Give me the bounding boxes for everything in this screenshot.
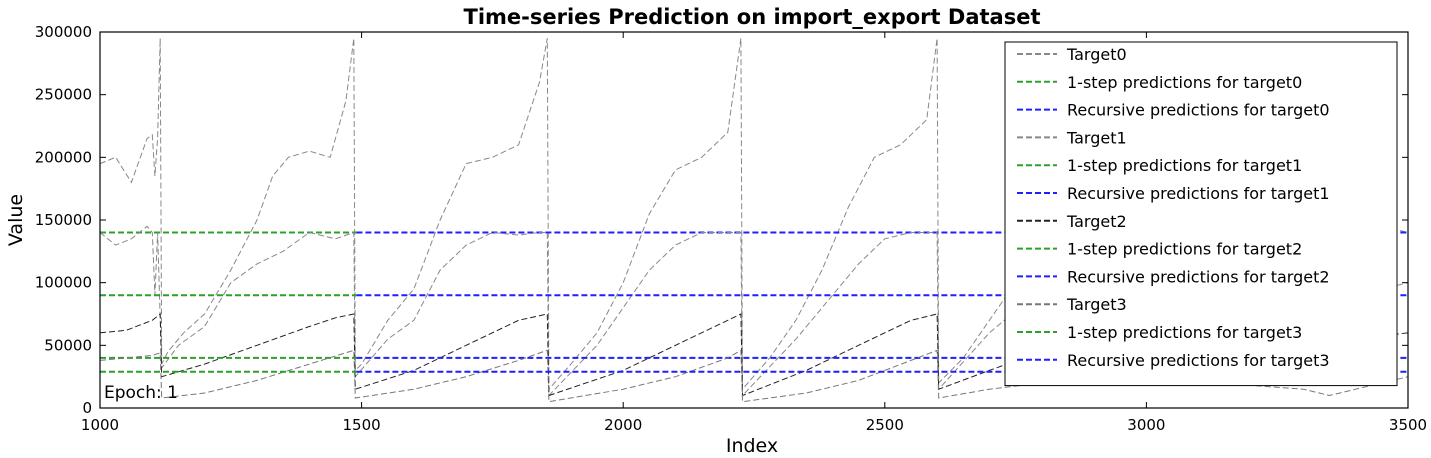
- legend-label: 1-step predictions for target2: [1067, 240, 1302, 259]
- legend-label: Target1: [1066, 128, 1127, 147]
- x-tick-label: 3000: [1127, 416, 1165, 434]
- legend-label: Recursive predictions for target2: [1067, 267, 1330, 286]
- y-tick-label: 0: [82, 399, 92, 417]
- y-tick-label: 100000: [35, 274, 92, 292]
- legend-label: Target2: [1066, 212, 1127, 231]
- y-axis-label: Value: [5, 194, 27, 246]
- legend-label: Recursive predictions for target0: [1067, 101, 1330, 120]
- x-tick-label: 1500: [343, 416, 381, 434]
- x-tick-label: 2000: [604, 416, 642, 434]
- legend-label: 1-step predictions for target1: [1067, 156, 1302, 175]
- legend-box: [1004, 41, 1398, 387]
- y-tick-label: 50000: [44, 336, 92, 354]
- chart-title: Time-series Prediction on import_export …: [464, 5, 1041, 29]
- y-tick-label: 250000: [35, 86, 92, 104]
- axis-ticks: 1000 1500 2000 2500 3000 3500 0 50000 100000 1500…: [35, 23, 1427, 434]
- series-line-9: [99, 349, 1409, 403]
- x-tick-label: 3500: [1389, 416, 1427, 434]
- y-tick-label: 150000: [35, 211, 92, 229]
- legend: Target0 1-step predictions for target0 Rec…: [1004, 41, 1398, 387]
- legend-label: 1-step predictions for target0: [1067, 73, 1302, 92]
- legend-label: Recursive predictions for target1: [1067, 184, 1330, 203]
- y-tick-label: 300000: [35, 23, 92, 41]
- legend-label: 1-step predictions for target3: [1067, 323, 1302, 342]
- legend-label: Target0: [1066, 45, 1127, 64]
- x-tick-label: 2500: [866, 416, 904, 434]
- x-axis-label: Index: [726, 435, 778, 457]
- series-line-3: [99, 225, 1409, 397]
- plot-frame: [99, 31, 1409, 409]
- y-tick-label: 200000: [35, 148, 92, 166]
- legend-label: Recursive predictions for target3: [1067, 351, 1330, 370]
- legend-label: Target3: [1066, 295, 1127, 314]
- x-tick-label: 1000: [81, 416, 119, 434]
- epoch-annotation: Epoch: 1: [104, 383, 178, 403]
